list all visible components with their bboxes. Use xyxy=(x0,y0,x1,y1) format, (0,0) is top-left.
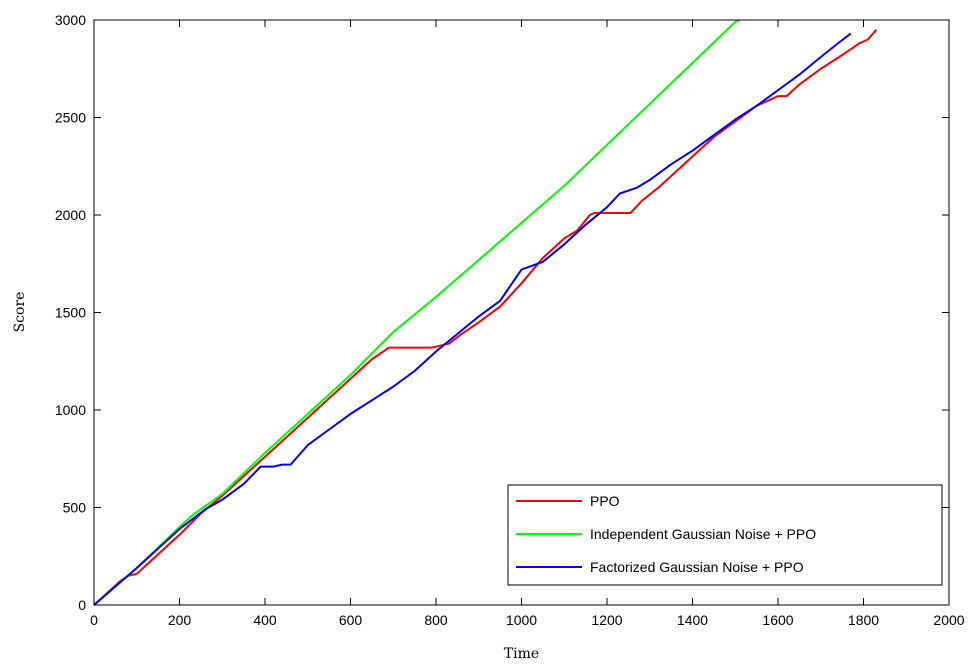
ticks-layer: 0 200 400 600 800 1000 1200 1400 1600 1800 2000 0 50… xyxy=(55,12,965,628)
legend-label-factorized: Factorized Gaussian Noise + PPO xyxy=(590,559,804,575)
x-tick-label: 2000 xyxy=(933,612,964,628)
y-tick-label: 2000 xyxy=(55,207,86,223)
x-tick-label: 1000 xyxy=(506,612,537,628)
y-tick-label: 1000 xyxy=(55,402,86,418)
y-tick-label: 1500 xyxy=(55,305,86,321)
series-line-1 xyxy=(93,19,740,606)
legend-label-independent: Independent Gaussian Noise + PPO xyxy=(590,526,816,542)
x-tick-label: 1600 xyxy=(762,612,793,628)
y-axis-label: Score xyxy=(12,292,28,333)
x-tick-label: 1400 xyxy=(677,612,708,628)
x-axis-label: Time xyxy=(504,646,539,662)
x-tick-label: 400 xyxy=(253,612,277,628)
legend-label-ppo: PPO xyxy=(590,493,620,509)
x-tick-label: 800 xyxy=(424,612,448,628)
y-tick-label: 0 xyxy=(78,597,86,613)
x-tick-label: 200 xyxy=(168,612,192,628)
y-tick-label: 3000 xyxy=(55,12,86,28)
y-tick-label: 500 xyxy=(63,500,87,516)
x-tick-label: 600 xyxy=(339,612,363,628)
x-tick-label: 1200 xyxy=(591,612,622,628)
x-tick-label: 0 xyxy=(90,612,98,628)
legend: PPO Independent Gaussian Noise + PPO Fac… xyxy=(507,484,943,586)
series-line-2 xyxy=(93,32,852,606)
x-tick-label: 1800 xyxy=(848,612,879,628)
series-layer xyxy=(93,19,878,606)
y-tick-label: 2500 xyxy=(55,110,86,126)
